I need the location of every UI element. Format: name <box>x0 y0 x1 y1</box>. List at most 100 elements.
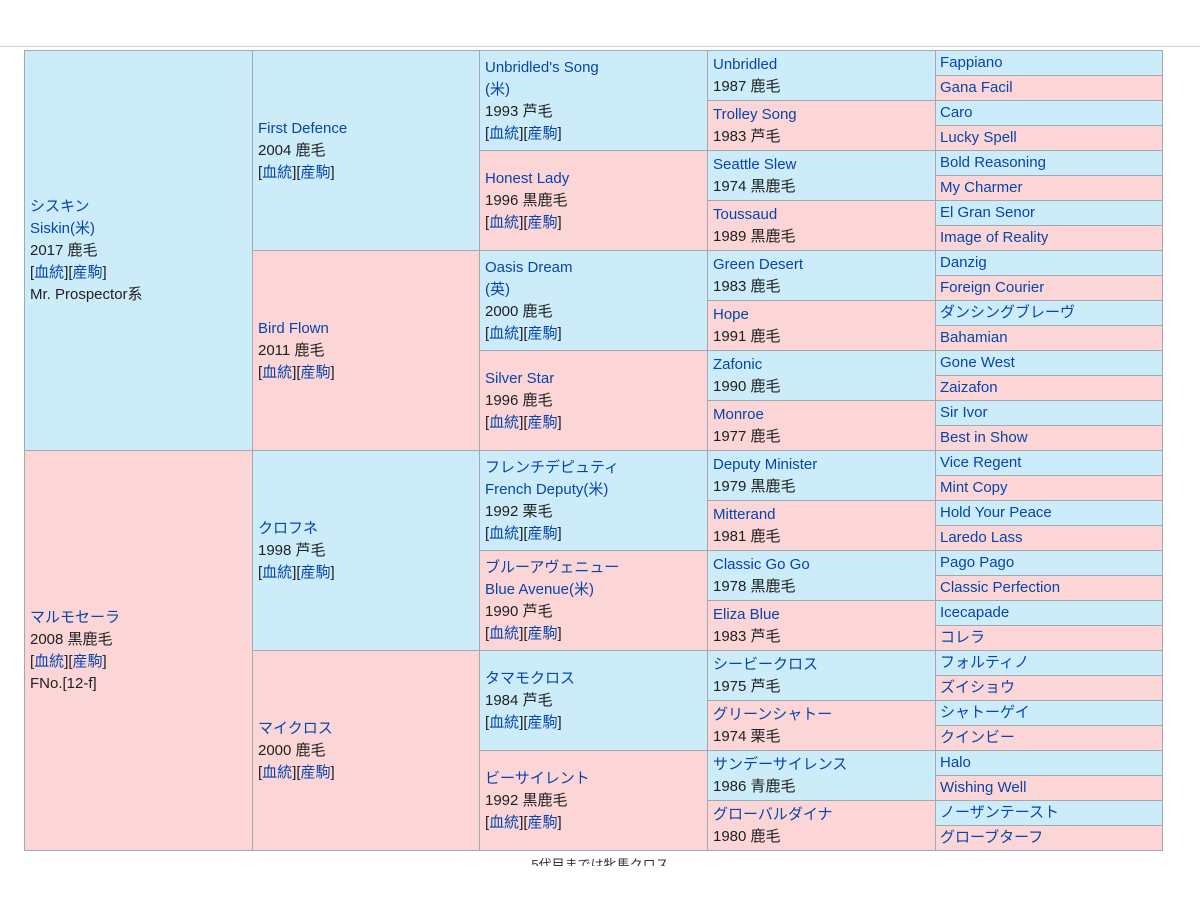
horse-link[interactable]: フレンチデピュティ <box>485 458 620 476</box>
horse-link[interactable]: Mint Copy <box>940 479 1008 496</box>
horse-link[interactable]: Halo <box>940 754 971 771</box>
horse-link[interactable]: ダンシングブレーヴ <box>940 304 1076 321</box>
subject-country-link[interactable]: (米) <box>70 219 96 237</box>
horse-link[interactable]: Sir Ivor <box>940 404 988 421</box>
horse-link[interactable]: Zafonic <box>713 355 763 373</box>
bloodline-link[interactable]: 血統 <box>489 213 520 231</box>
bloodline-link[interactable]: 血統 <box>489 713 520 731</box>
horse-link[interactable]: Caro <box>940 104 973 121</box>
horse-link[interactable]: Trolley Song <box>713 105 797 123</box>
horse-link[interactable]: Pago Pago <box>940 554 1015 571</box>
offspring-link[interactable]: 産駒 <box>300 763 331 781</box>
horse-link[interactable]: ブルーアヴェニュー <box>485 558 620 576</box>
bloodline-link[interactable]: 血統 <box>489 813 520 831</box>
horse-link[interactable]: Blue Avenue <box>485 580 569 598</box>
offspring-link[interactable]: 産駒 <box>527 413 558 431</box>
subject-name-en-link[interactable]: Siskin <box>30 219 71 237</box>
horse-link[interactable]: Bird Flown <box>258 319 329 337</box>
offspring-link[interactable]: 産駒 <box>527 813 558 831</box>
horse-link[interactable]: Danzig <box>940 254 987 271</box>
horse-link[interactable]: Best in Show <box>940 429 1028 446</box>
horse-link[interactable]: Bahamian <box>940 329 1008 346</box>
offspring-link[interactable]: 産駒 <box>527 713 558 731</box>
country-link[interactable]: (英) <box>485 280 510 298</box>
horse-link[interactable]: Zaizafon <box>940 379 998 396</box>
horse-link[interactable]: Wishing Well <box>940 779 1027 796</box>
horse-link[interactable]: Unbridled <box>713 55 778 73</box>
horse-link[interactable]: ビーサイレント <box>485 769 590 787</box>
horse-link[interactable]: コレラ <box>940 629 986 646</box>
gen4-cell: Seattle Slew 1974 黒鹿毛 <box>707 150 936 201</box>
offspring-link[interactable]: 産駒 <box>527 524 558 542</box>
bloodline-link[interactable]: 血統 <box>262 363 293 381</box>
horse-link[interactable]: フォルティノ <box>940 654 1030 671</box>
horse-link[interactable]: Laredo Lass <box>940 529 1023 546</box>
offspring-link[interactable]: 産駒 <box>72 263 103 281</box>
bloodline-link[interactable]: 血統 <box>489 524 520 542</box>
horse-link[interactable]: Hold Your Peace <box>940 504 1052 521</box>
horse-link[interactable]: クインビー <box>940 729 1016 746</box>
bloodline-link[interactable]: 血統 <box>489 324 520 342</box>
horse-link[interactable]: French Deputy <box>485 480 584 498</box>
horse-link[interactable]: First Defence <box>258 119 348 137</box>
horse-link[interactable]: Lucky Spell <box>940 129 1017 146</box>
horse-link[interactable]: シービークロス <box>713 655 819 673</box>
mare-name-link[interactable]: マルモセーラ <box>30 608 121 626</box>
horse-link[interactable]: Fappiano <box>940 54 1003 71</box>
horse-link[interactable]: Silver Star <box>485 369 555 387</box>
offspring-link[interactable]: 産駒 <box>300 363 331 381</box>
horse-link[interactable]: Oasis Dream <box>485 258 573 276</box>
horse-link[interactable]: ズイショウ <box>940 679 1016 696</box>
offspring-link[interactable]: 産駒 <box>527 213 558 231</box>
horse-link[interactable]: グローバルダイナ <box>713 805 833 823</box>
country-link[interactable]: (米) <box>485 80 510 98</box>
country-link[interactable]: (米) <box>568 580 594 598</box>
horse-link[interactable]: Monroe <box>713 405 764 423</box>
horse-link[interactable]: Green Desert <box>713 255 804 273</box>
horse-link[interactable]: Deputy Minister <box>713 455 818 473</box>
horse-link[interactable]: クロフネ <box>258 519 319 537</box>
offspring-link[interactable]: 産駒 <box>72 652 103 670</box>
horse-link[interactable]: シャトーゲイ <box>940 704 1030 721</box>
country-link[interactable]: (米) <box>583 480 609 498</box>
horse-link[interactable]: Honest Lady <box>485 169 570 187</box>
offspring-link[interactable]: 産駒 <box>527 624 558 642</box>
horse-link[interactable]: Gana Facil <box>940 79 1013 96</box>
horse-link[interactable]: グリーンシャトー <box>713 705 833 723</box>
horse-link[interactable]: Seattle Slew <box>713 155 797 173</box>
horse-link[interactable]: Image of Reality <box>940 229 1049 246</box>
horse-link[interactable]: Toussaud <box>713 205 778 223</box>
horse-link[interactable]: Icecapade <box>940 604 1010 621</box>
horse-link[interactable]: Classic Go Go <box>713 555 810 573</box>
bloodline-link[interactable]: 血統 <box>489 413 520 431</box>
horse-link[interactable]: Foreign Courier <box>940 279 1045 296</box>
horse-link[interactable]: Hope <box>713 305 749 323</box>
horse-link[interactable]: ノーザンテースト <box>940 804 1059 821</box>
horse-link[interactable]: Classic Perfection <box>940 579 1061 596</box>
horse-link[interactable]: タマモクロス <box>485 669 576 687</box>
bloodline-link[interactable]: 血統 <box>262 763 293 781</box>
horse-link[interactable]: Gone West <box>940 354 1015 371</box>
offspring-link[interactable]: 産駒 <box>300 163 331 181</box>
subject-name-ja-link[interactable]: シスキン <box>30 197 90 215</box>
gen5-cell: Vice Regent <box>935 450 1163 476</box>
offspring-link[interactable]: 産駒 <box>527 324 558 342</box>
bloodline-link[interactable]: 血統 <box>262 563 293 581</box>
horse-link[interactable]: サンデーサイレンス <box>713 755 848 773</box>
offspring-link[interactable]: 産駒 <box>300 563 331 581</box>
offspring-link[interactable]: 産駒 <box>527 124 558 142</box>
bloodline-link[interactable]: 血統 <box>489 124 520 142</box>
horse-link[interactable]: グローブターフ <box>940 829 1044 846</box>
bloodline-link[interactable]: 血統 <box>489 624 520 642</box>
horse-link[interactable]: Vice Regent <box>940 454 1022 471</box>
bloodline-link[interactable]: 血統 <box>262 163 293 181</box>
horse-link[interactable]: マイクロス <box>258 719 333 737</box>
horse-link[interactable]: El Gran Senor <box>940 204 1036 221</box>
horse-link[interactable]: Mitterand <box>713 505 776 523</box>
bloodline-link[interactable]: 血統 <box>34 263 65 281</box>
horse-link[interactable]: Bold Reasoning <box>940 154 1046 171</box>
horse-link[interactable]: Eliza Blue <box>713 605 780 623</box>
horse-link[interactable]: My Charmer <box>940 179 1023 196</box>
bloodline-link[interactable]: 血統 <box>34 652 65 670</box>
horse-link[interactable]: Unbridled's Song <box>485 58 599 76</box>
